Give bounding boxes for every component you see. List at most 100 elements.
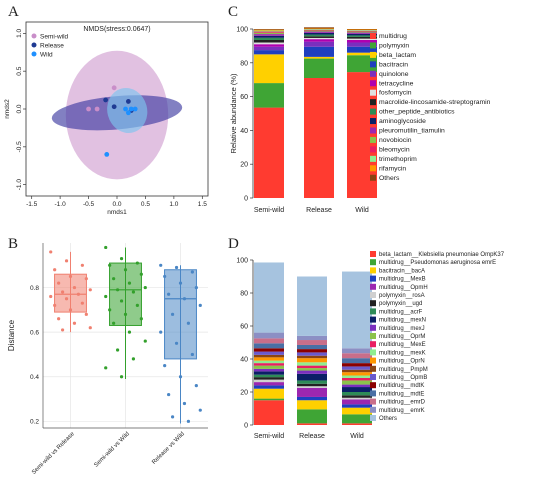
arg-type-bar-semi-wild-bacitracin bbox=[254, 50, 284, 55]
jitter-point-1-11 bbox=[104, 294, 108, 299]
arg-subtype-legend-label-polymyxin-ugd: polymyxin__ugd bbox=[379, 301, 422, 307]
jitter-point-2-20 bbox=[170, 415, 175, 419]
arg-subtype-bar-wild-multidrug-emrk bbox=[342, 348, 372, 354]
arg-subtype-bar-wild-multidrug-mexe bbox=[342, 377, 372, 381]
arg-type-bar-release-other-peptide-antibiotics bbox=[304, 34, 334, 37]
arg-type-legend-swatch-trimethoprim bbox=[370, 155, 376, 162]
jitter-point-0-3 bbox=[53, 268, 57, 272]
arg-subtype-bar-wild-multidrug-mexn bbox=[342, 387, 372, 392]
arg-subtype-bar-semi-wild-multidrug-pseudomonas-aeruginosa-emre bbox=[254, 398, 284, 401]
arg-type-bar-semi-wild-bleomycin bbox=[254, 31, 284, 33]
arg-type-legend-swatch-novobiocin bbox=[370, 136, 376, 143]
category-label-1: Semi-wild vs Wild bbox=[93, 431, 130, 468]
arg-subtype-legend-label-multidrug-pseudomonas-aeruginosa-emre: multidrug__Pseudomonas aeruginosa emrE bbox=[379, 260, 496, 266]
arg-subtype-y-tick-label-1: 20 bbox=[240, 390, 248, 397]
jitter-point-1-21 bbox=[131, 357, 136, 361]
arg-subtype-bar-semi-wild-multidrug-oprn bbox=[254, 357, 284, 361]
arg-type-bar-release-quinolone bbox=[304, 41, 334, 47]
panel-c-arg-type-stacked-bars: 0 20 40 60 80 100 Relative abundance (%) Semi-w… bbox=[229, 27, 491, 215]
jitter-point-0-0 bbox=[49, 250, 53, 254]
legend-marker-wild bbox=[31, 51, 37, 57]
arg-type-bar-semi-wild-beta-lactam bbox=[254, 54, 284, 84]
arg-subtype-legend-label-multidrug-mexn: multidrug__mexN bbox=[379, 318, 426, 324]
arg-subtype-bar-wild-multidrug-pmpm bbox=[342, 369, 372, 373]
jitter-point-1-14 bbox=[108, 308, 112, 312]
jitter-point-2-19 bbox=[198, 408, 202, 412]
arg-subtype-legend-swatch-multidrug-mexb bbox=[370, 275, 376, 282]
arg-subtype-y-tick-label-2: 40 bbox=[240, 357, 248, 364]
y-tick-label-0: 0.2 bbox=[30, 419, 39, 426]
arg-subtype-legend-swatch-multidrug-opmh bbox=[370, 283, 376, 290]
arg-subtype-bar-semi-wild-polymyxin-rosa bbox=[254, 379, 284, 383]
y-tick-label-3: 0.5 bbox=[16, 66, 23, 75]
jitter-point-2-13 bbox=[190, 352, 194, 357]
arg-subtype-bar-semi-wild-multidrug-mexe bbox=[254, 363, 284, 366]
arg-subtype-legend-label-multidrug-mdtk: multidrug__mdtK bbox=[379, 383, 424, 389]
jitter-point-1-8 bbox=[143, 285, 147, 290]
arg-type-bar-wild-others bbox=[347, 29, 377, 30]
arg-subtype-legend-swatch-multidrug-pmpm bbox=[370, 365, 376, 372]
arg-subtype-legend-label-multidrug-oprm: multidrug__OprM bbox=[379, 334, 425, 340]
x-tick-label-3: 0.0 bbox=[112, 201, 121, 208]
point-wild-4 bbox=[104, 151, 110, 157]
arg-subtype-y-tick-label-0: 0 bbox=[244, 423, 248, 430]
arg-type-legend-label-pleuromutilin-tiamulin: pleuromutilin_tiamulin bbox=[379, 128, 445, 135]
arg-subtype-bar-release-multidrug-emrk bbox=[297, 335, 327, 341]
arg-type-legend-label-tetracycline: tetracycline bbox=[379, 80, 414, 87]
legend-label-release: Release bbox=[40, 42, 64, 49]
arg-subtype-bar-wild-polymyxin-rosa bbox=[342, 397, 372, 400]
jitter-point-0-17 bbox=[57, 317, 61, 321]
y-tick-label-1: 0.4 bbox=[30, 374, 39, 381]
arg-subtype-legend-label-polymyxin-rosa: polymyxin__rosA bbox=[379, 293, 425, 299]
jitter-point-1-1 bbox=[119, 257, 124, 261]
arg-subtype-bar-wild-multidrug-mdte bbox=[342, 358, 372, 364]
x-axis-label: nmds1 bbox=[107, 209, 127, 216]
jitter-point-2-9 bbox=[170, 312, 175, 316]
jitter-point-1-3 bbox=[108, 263, 112, 267]
arg-type-bar-wild-macrolide-lincosamide-streptogramin bbox=[347, 36, 377, 39]
arg-type-bar-semi-wild-rifamycin bbox=[254, 29, 284, 31]
jitter-point-2-2 bbox=[190, 270, 194, 274]
jitter-point-0-20 bbox=[60, 328, 65, 332]
arg-type-bar-release-macrolide-lincosamide-streptogramin bbox=[304, 36, 334, 38]
x-tick-label-0: -1.5 bbox=[26, 201, 38, 208]
arg-subtype-bar-semi-wild-multidrug-acrf bbox=[254, 374, 284, 378]
jitter-point-2-5 bbox=[194, 285, 198, 290]
arg-type-bar-release-tetracycline bbox=[304, 39, 334, 42]
arg-type-bar-semi-wild-polymyxin bbox=[254, 83, 284, 108]
jitter-point-2-15 bbox=[178, 375, 183, 379]
y-tick-label-3: 0.8 bbox=[30, 285, 39, 292]
arg-subtype-bar-release-multidrug-oprn bbox=[297, 358, 327, 363]
jitter-point-1-23 bbox=[119, 375, 124, 379]
jitter-point-1-16 bbox=[139, 317, 143, 321]
jitter-point-1-2 bbox=[135, 261, 139, 265]
arg-type-bar-wild-beta-lactam bbox=[347, 52, 377, 56]
arg-subtype-bar-release-multidrug-oprm bbox=[297, 368, 327, 371]
arg-subtype-legend-swatch-multidrug-mexj bbox=[370, 324, 376, 331]
arg-type-legend-label-quinolone: quinolone bbox=[379, 71, 409, 78]
arg-type-bar-wild-tetracycline bbox=[347, 39, 377, 43]
arg-type-legend-swatch-others bbox=[370, 174, 376, 181]
arg-subtype-bar-wild-beta-lactam-klebsiella-pneumoniae-ompk37 bbox=[342, 423, 372, 425]
arg-type-legend-label-fosfomycin: fosfomycin bbox=[379, 90, 412, 97]
arg-subtype-bar-semi-wild-multidrug-opmb bbox=[254, 351, 284, 355]
y-axis-label: nmds2 bbox=[4, 99, 11, 119]
arg-type-bar-semi-wild-quinolone bbox=[254, 46, 284, 51]
arg-type-y-axis-label: Relative abundance (%) bbox=[229, 73, 238, 154]
arg-type-y-tick-label-2: 40 bbox=[240, 128, 248, 135]
arg-type-y-tick-label-3: 60 bbox=[240, 94, 248, 101]
arg-type-legend-label-bacitracin: bacitracin bbox=[379, 61, 408, 68]
arg-subtype-bar-release-beta-lactam-klebsiella-pneumoniae-ompk37 bbox=[297, 423, 327, 425]
arg-type-category-label-0: Semi-wild bbox=[254, 207, 284, 214]
jitter-point-1-10 bbox=[131, 290, 136, 294]
arg-type-bar-wild-bleomycin bbox=[347, 30, 377, 32]
arg-subtype-legend-label-multidrug-acrf: multidrug__acrF bbox=[379, 309, 423, 315]
jitter-point-0-6 bbox=[57, 281, 61, 285]
arg-type-bar-semi-wild-trimethoprim bbox=[254, 30, 284, 32]
arg-type-legend-swatch-rifamycin bbox=[370, 165, 376, 172]
jitter-point-2-8 bbox=[198, 303, 202, 308]
arg-subtype-bar-wild-multidrug-opmb bbox=[342, 366, 372, 370]
arg-subtype-bar-semi-wild-multidrug-mdte bbox=[254, 343, 284, 349]
arg-subtype-category-label-2: Wild bbox=[350, 433, 364, 440]
